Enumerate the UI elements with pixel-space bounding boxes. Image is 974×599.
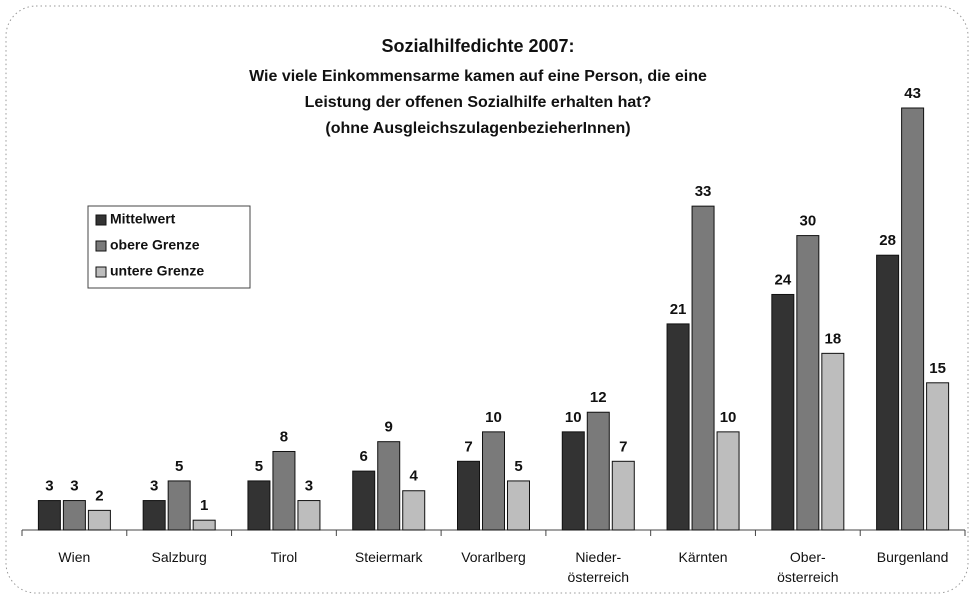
data-label: 12 [590,389,607,406]
data-label: 6 [360,448,368,465]
legend-swatch [95,214,107,226]
legend-swatch [95,240,107,252]
chart-subtitle: (ohne AusgleichszulagenbezieherInnen) [325,120,630,137]
legend-box [87,205,251,289]
legend-label: Mittelwert [110,211,176,227]
data-label: 7 [464,438,472,455]
legend-label: untere Grenze [110,263,204,279]
x-tick-label: Wien [58,549,91,565]
bar [611,460,635,531]
legend-swatch [95,266,107,278]
data-label: 10 [485,409,502,426]
bar [297,500,321,531]
data-label: 3 [70,478,78,495]
bar [716,431,740,531]
x-tick-label: Steiermark [354,549,423,565]
bar [37,500,61,531]
bar [926,382,950,531]
bar [666,323,690,531]
data-label: 5 [175,458,183,475]
data-label: 8 [280,428,288,445]
bar [377,441,401,531]
chart-title: Sozialhilfedichte 2007: [381,36,574,56]
bar [272,450,296,531]
bar [482,431,505,531]
bar [192,519,216,531]
data-label: 28 [879,232,896,249]
x-tick-label: Tirol [270,549,298,565]
bar [62,500,86,531]
bar [247,480,271,531]
x-tick-label: Ober- österreich [777,549,839,585]
chart-subtitle: Wie viele Einkommensarme kamen auf eine … [249,68,707,85]
data-label: 33 [695,183,712,200]
x-tick-label: Salzburg [151,549,207,565]
bar [796,235,820,531]
data-label: 1 [200,497,208,514]
bar [507,480,530,531]
data-label: 18 [824,330,841,347]
x-tick-label: Nieder- österreich [567,549,629,585]
legend-label: obere Grenze [110,237,200,253]
data-label: 3 [150,478,158,495]
data-label: 24 [774,271,791,288]
bar [876,254,900,531]
bar [352,470,376,531]
data-label: 9 [385,419,393,436]
x-tick-label: Vorarlberg [461,549,526,565]
bar [771,293,795,531]
data-label: 5 [255,458,263,475]
frame [5,5,969,594]
data-label: 43 [904,85,921,102]
data-label: 7 [619,438,627,455]
data-label: 30 [799,213,816,230]
bar [457,460,480,531]
data-label: 4 [410,468,419,485]
data-label: 10 [720,409,737,426]
bar [691,205,715,531]
data-label: 15 [929,360,946,377]
chart-subtitle: Leistung der offenen Sozialhilfe erhalte… [305,94,652,111]
bar [821,352,845,531]
bar [586,411,610,531]
data-label: 5 [514,458,522,475]
bar [142,500,166,531]
data-label: 10 [565,409,582,426]
data-label: 3 [45,478,53,495]
data-label: 3 [305,478,313,495]
x-tick-label: Burgenland [876,549,949,565]
bar [901,107,925,531]
bar [561,431,585,531]
bar [402,490,426,531]
bar [167,480,191,531]
x-tick-label: Kärnten [678,549,728,565]
data-label: 21 [670,301,687,318]
bar [87,509,111,531]
data-label: 2 [95,487,103,504]
